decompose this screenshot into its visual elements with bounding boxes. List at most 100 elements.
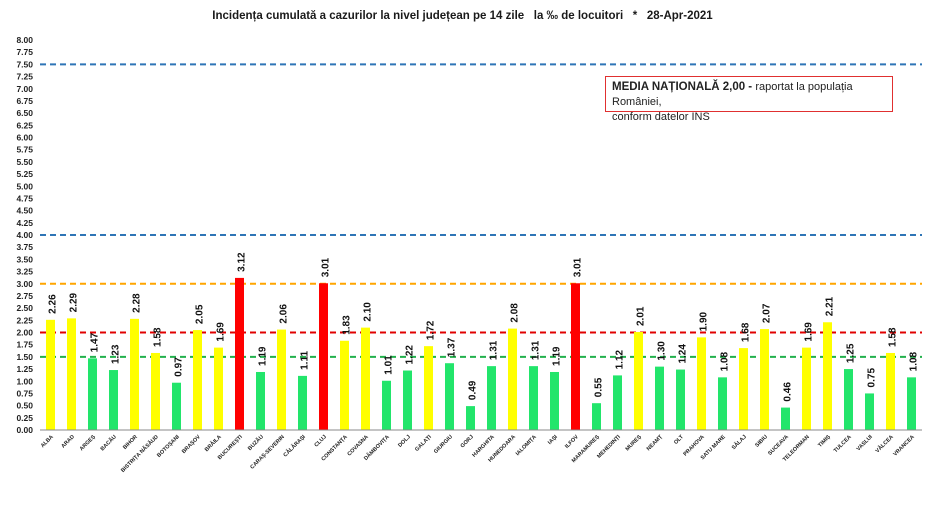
y-tick-label: 7.75 (16, 47, 33, 57)
bar (277, 329, 286, 430)
value-label: 1.69 (804, 322, 815, 342)
value-label: 1.37 (447, 337, 458, 357)
value-label: 1.69 (216, 322, 227, 342)
bar (781, 407, 790, 430)
bar (655, 366, 664, 430)
bar (739, 348, 748, 430)
y-tick-label: 1.00 (16, 376, 33, 386)
value-label: 1.01 (384, 355, 395, 375)
y-tick-label: 5.00 (16, 181, 33, 191)
y-tick-label: 3.50 (16, 254, 33, 264)
bars (46, 277, 916, 430)
value-label: 1.24 (678, 344, 689, 364)
y-tick-label: 7.50 (16, 59, 33, 69)
category-label: TULCEA (833, 434, 853, 454)
reference-lines (40, 63, 922, 358)
value-label: 2.08 (510, 303, 521, 323)
category-label: MUREȘ (625, 434, 644, 453)
category-label: GORJ (460, 434, 475, 449)
category-label: BIHOR (122, 434, 139, 451)
bar (403, 370, 412, 430)
y-tick-label: 3.00 (16, 279, 33, 289)
y-tick-label: 7.25 (16, 72, 33, 82)
bar (67, 318, 76, 430)
bar (634, 332, 643, 430)
value-label: 0.97 (174, 357, 185, 377)
bar (109, 370, 118, 430)
y-tick-label: 5.25 (16, 169, 33, 179)
y-tick-label: 5.75 (16, 145, 33, 155)
y-tick-label: 3.75 (16, 242, 33, 252)
y-tick-label: 0.25 (16, 413, 33, 423)
category-label: VÂLCEA (874, 433, 895, 454)
bar (865, 393, 874, 430)
value-label: 2.10 (363, 302, 374, 322)
value-labels: 2.26 2.29 1.47 1.23 2.28 1.58 0.97 2.05 1.69 3.12… (48, 252, 920, 402)
category-label: CĂLĂRAȘI (282, 433, 307, 458)
note-strong: MEDIA NAȚIONALĂ 2,00 - (612, 81, 756, 93)
bar (592, 403, 601, 430)
bar (88, 358, 97, 430)
value-label: 1.23 (111, 344, 122, 364)
value-label: 1.12 (615, 349, 626, 369)
value-label: 0.49 (468, 380, 479, 400)
value-label: 1.72 (426, 320, 437, 340)
national-average-note: MEDIA NAȚIONALĂ 2,00 - raportat la popul… (605, 76, 893, 123)
category-label: ARAD (60, 434, 75, 449)
bar (256, 371, 265, 430)
bar (823, 322, 832, 430)
bar (487, 366, 496, 430)
y-tick-label: 0.50 (16, 401, 33, 411)
y-tick-label: 2.25 (16, 315, 33, 325)
category-label: ARGEȘ (79, 434, 97, 452)
y-tick-label: 5.50 (16, 157, 33, 167)
value-label: 1.90 (699, 311, 710, 331)
bar (676, 369, 685, 430)
bar (571, 283, 580, 430)
value-label: 3.12 (237, 252, 248, 272)
category-label: VASLUI (856, 434, 875, 453)
y-axis: 0.00 0.25 0.50 0.75 1.00 1.25 1.50 1.75 2.00 2.25… (16, 35, 33, 435)
bar (130, 318, 139, 430)
category-label: DOLJ (397, 434, 412, 449)
category-label: NEAMȚ (646, 434, 665, 453)
bar (613, 375, 622, 430)
bar (802, 347, 811, 430)
value-label: 2.21 (825, 296, 836, 316)
bar (361, 327, 370, 430)
bar (172, 382, 181, 430)
category-label: SĂLAJ (730, 433, 748, 451)
bar (550, 371, 559, 430)
value-label: 2.26 (48, 294, 59, 314)
y-tick-label: 2.50 (16, 303, 33, 313)
y-tick-label: 7.00 (16, 84, 33, 94)
y-tick-label: 4.25 (16, 218, 33, 228)
value-label: 0.46 (783, 382, 794, 402)
value-label: 1.22 (405, 345, 416, 365)
y-tick-label: 1.50 (16, 352, 33, 362)
bar (445, 363, 454, 430)
y-tick-label: 4.00 (16, 230, 33, 240)
value-label: 1.08 (909, 351, 920, 371)
value-label: 2.01 (636, 306, 647, 326)
category-label: IAȘI (547, 434, 559, 446)
bar (340, 340, 349, 430)
bar (508, 328, 517, 430)
category-label: BACĂU (99, 433, 118, 452)
value-label: 1.83 (342, 315, 353, 335)
category-label: BUZĂU (246, 433, 265, 452)
value-label: 1.19 (258, 346, 269, 366)
bar (697, 337, 706, 430)
bar (907, 377, 916, 430)
bar (760, 329, 769, 430)
y-tick-label: 6.00 (16, 133, 33, 143)
y-tick-label: 4.75 (16, 193, 33, 203)
y-tick-label: 6.50 (16, 108, 33, 118)
note-line2: conform datelor INS (612, 111, 710, 123)
category-label: GALAȚI (414, 434, 433, 453)
note-line1: raportat la populația României, (612, 81, 853, 108)
value-label: 3.01 (573, 257, 584, 277)
bar (298, 375, 307, 430)
value-label: 1.11 (300, 351, 311, 370)
